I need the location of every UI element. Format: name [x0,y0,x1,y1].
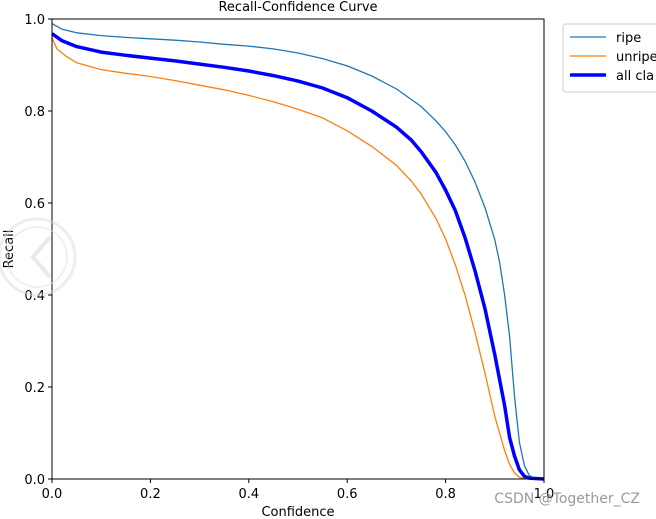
plot-frame [51,18,545,480]
legend-label-ripe: ripe [616,31,641,46]
y-tick-label: 0.2 [24,381,45,396]
back-nav-icon-ring [0,217,77,297]
y-tick-label: 0.0 [24,473,45,488]
x-axis-label: Confidence [261,505,334,519]
x-tick-label: 0.4 [238,487,259,502]
back-nav-icon-inner-ring [6,226,68,288]
x-tick-label: 0.2 [140,487,161,502]
series-layer [50,23,545,481]
x-tick-label: 0.6 [337,487,358,502]
chevron-left-icon [30,235,52,279]
series-line-all-cla [50,32,545,481]
back-nav-icon[interactable] [0,217,77,297]
legend: ripe unripe all cla [562,23,656,93]
y-axis-label: Recall [2,230,17,269]
y-tick-label: 0.6 [24,197,45,212]
y-tick-label: 0.4 [24,289,45,304]
x-tick-label: 1.0 [534,487,555,502]
y-tick-label: 1.0 [24,13,45,28]
series-line-ripe [51,23,545,480]
y-tick-label: 0.8 [24,105,45,120]
y-ticks: 0.0 0.2 0.4 0.6 0.8 1.0 [24,13,52,488]
watermark-text: CSDN @Together_CZ [494,491,640,507]
x-tick-label: 0.8 [435,487,456,502]
series-line-unripe [51,37,545,480]
x-ticks: 0.0 0.2 0.4 0.6 0.8 1.0 [42,479,555,502]
legend-label-unripe: unripe [616,50,656,65]
legend-label-all-cla: all cla [616,69,654,84]
chart-title: Recall-Confidence Curve [218,0,377,15]
x-tick-label: 0.0 [42,487,63,502]
